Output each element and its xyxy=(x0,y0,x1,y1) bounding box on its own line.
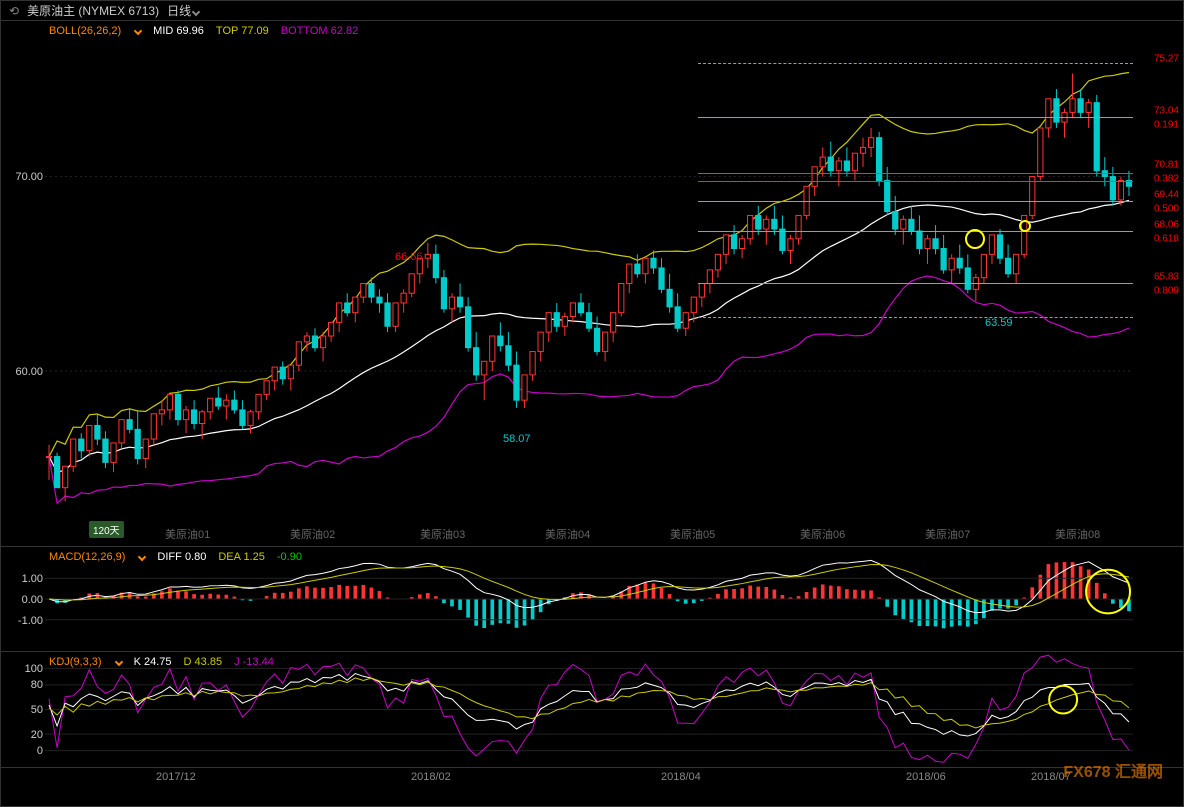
macd-yaxis: 1.00 0.00 -1.00 xyxy=(5,547,45,651)
contract-label: 美原油01 xyxy=(165,526,210,542)
watermark: FX678 汇通网 xyxy=(1063,758,1163,782)
contract-label: 美原油07 xyxy=(925,526,970,542)
x-axis: 2017/122018/022018/042018/062018/07 xyxy=(1,768,1183,788)
yaxis-tick: 0.00 xyxy=(22,594,43,606)
symbol-title[interactable]: 美原油主 (NYMEX 6713) xyxy=(27,2,159,19)
yaxis-tick: 100 xyxy=(25,663,43,675)
main-price-chart[interactable]: BOLL(26,26,2) MID 69.96 TOP 77.09 BOTTOM… xyxy=(1,21,1183,547)
contract-label: 美原油02 xyxy=(290,526,335,542)
main-yaxis: 70.00 60.00 xyxy=(5,21,45,546)
kdj-panel[interactable]: KDJ(9,3,3) K 24.75 D 43.85 J -13.44 100 8… xyxy=(1,652,1183,768)
macd-legend: MACD(12,26,9) DIFF 0.80 DEA 1.25 -0.90 xyxy=(49,551,302,563)
macd-panel[interactable]: MACD(12,26,9) DIFF 0.80 DEA 1.25 -0.90 1… xyxy=(1,547,1183,652)
kdj-yaxis: 100 80 50 20 0 xyxy=(5,652,45,767)
price-level-label: 68.06 xyxy=(1154,220,1179,231)
chart-header: ⟲ 美原油主 (NYMEX 6713) 日线 xyxy=(1,1,1183,21)
price-level-label: 0.500 xyxy=(1154,204,1179,215)
yaxis-tick: 60.00 xyxy=(15,366,43,378)
main-chart-area[interactable]: 66.66 58.07 63.59 120天 美原油01 美原油02 美原油03 美原油04 美… xyxy=(45,21,1133,546)
chevron-down-icon xyxy=(192,8,200,16)
highlight-circle xyxy=(965,229,985,249)
yaxis-tick: 50 xyxy=(31,704,43,716)
yaxis-tick: 20 xyxy=(31,729,43,741)
chevron-down-icon xyxy=(138,553,146,561)
macd-value: -0.90 xyxy=(277,551,302,563)
timeframe-selector[interactable]: 日线 xyxy=(167,2,199,19)
yaxis-tick: -1.00 xyxy=(18,615,43,627)
macd-diff: DIFF 0.80 xyxy=(157,551,206,563)
kdj-chart-area[interactable] xyxy=(45,652,1133,767)
contract-label: 美原油03 xyxy=(420,526,465,542)
price-level-label: 0.382 xyxy=(1154,174,1179,185)
chevron-down-icon xyxy=(114,658,122,666)
link-icon[interactable]: ⟲ xyxy=(9,4,19,18)
price-level-label: 69.44 xyxy=(1154,190,1179,201)
price-level-label: 0.809 xyxy=(1154,286,1179,297)
yaxis-tick: 80 xyxy=(31,679,43,691)
yaxis-tick: 70.00 xyxy=(15,171,43,183)
xaxis-tick: 2018/06 xyxy=(906,771,946,783)
chevron-down-icon xyxy=(134,27,142,35)
macd-label[interactable]: MACD(12,26,9) xyxy=(49,551,125,563)
contract-label: 美原油05 xyxy=(670,526,715,542)
price-level-label: 65.83 xyxy=(1154,272,1179,283)
price-level-labels: 75.27 73.04 0.191 70.81 0.382 69.44 0.500 68.06… xyxy=(1133,21,1183,546)
price-annotation: 63.59 xyxy=(985,317,1013,329)
xaxis-tick: 2018/04 xyxy=(661,771,701,783)
price-level-label: 0.618 xyxy=(1154,234,1179,245)
xaxis-tick: 2017/12 xyxy=(156,771,196,783)
kdj-label[interactable]: KDJ(9,3,3) xyxy=(49,656,102,668)
boll-legend: BOLL(26,26,2) MID 69.96 TOP 77.09 BOTTOM… xyxy=(49,25,358,37)
price-level-label: 70.81 xyxy=(1154,160,1179,171)
kdj-d: D 43.85 xyxy=(184,656,223,668)
boll-bottom: BOTTOM 62.82 xyxy=(281,25,358,37)
contract-label: 美原油08 xyxy=(1055,526,1100,542)
price-annotation: 66.66 xyxy=(395,251,423,263)
kdj-j: J -13.44 xyxy=(234,656,274,668)
yaxis-tick: 1.00 xyxy=(22,573,43,585)
price-level-label: 0.191 xyxy=(1154,120,1179,131)
price-level-label: 73.04 xyxy=(1154,106,1179,117)
boll-label[interactable]: BOLL(26,26,2) xyxy=(49,25,121,37)
boll-top: TOP 77.09 xyxy=(216,25,269,37)
contract-label: 美原油04 xyxy=(545,526,590,542)
period-pill: 120天 xyxy=(89,521,124,538)
yaxis-tick: 0 xyxy=(37,745,43,757)
macd-dea: DEA 1.25 xyxy=(218,551,265,563)
kdj-legend: KDJ(9,3,3) K 24.75 D 43.85 J -13.44 xyxy=(49,656,274,668)
chart-container: ⟲ 美原油主 (NYMEX 6713) 日线 BOLL(26,26,2) MID… xyxy=(0,0,1184,807)
contract-label: 美原油06 xyxy=(800,526,845,542)
highlight-circle xyxy=(1019,220,1031,232)
xaxis-tick: 2018/02 xyxy=(411,771,451,783)
kdj-k: K 24.75 xyxy=(134,656,172,668)
price-level-label: 75.27 xyxy=(1154,54,1179,65)
boll-mid: MID 69.96 xyxy=(153,25,204,37)
price-annotation: 58.07 xyxy=(503,433,531,445)
